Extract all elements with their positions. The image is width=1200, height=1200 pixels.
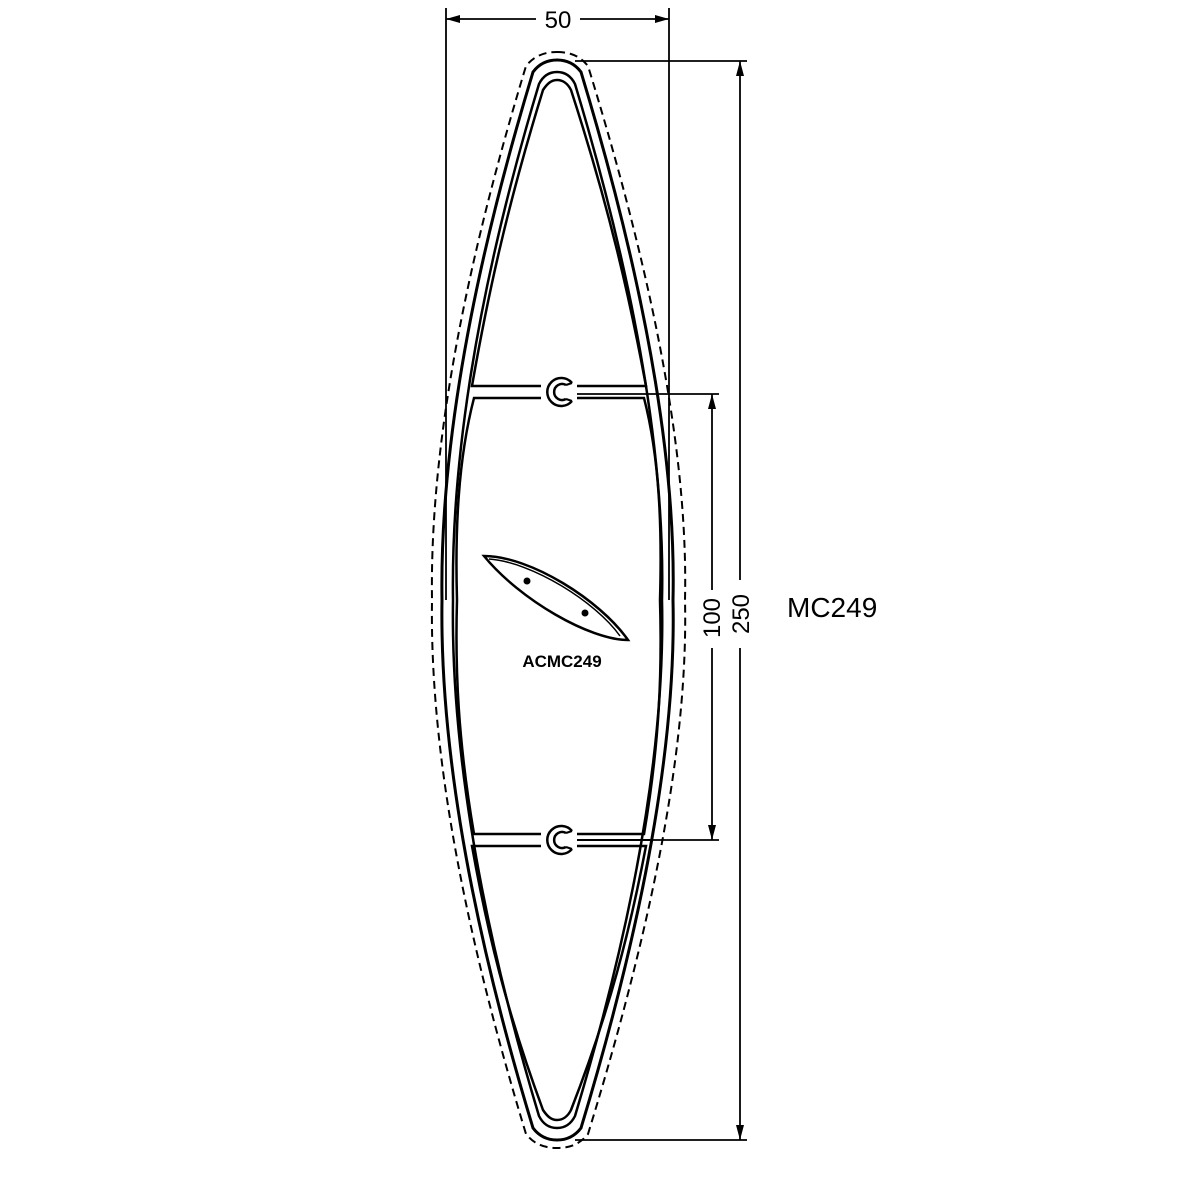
- middle-chamber: [455, 396, 662, 836]
- inner-height-dimension: [577, 393, 719, 841]
- product-code-label: MC249: [787, 592, 877, 623]
- dashed-outline: [430, 50, 687, 1150]
- lower-chamber: [470, 844, 648, 1122]
- screw-boss-bottom-gap2: [565, 846, 573, 850]
- screw-boss-bottom: [546, 824, 573, 856]
- total-height-dimension: [575, 60, 747, 1141]
- profile-outer-shell: [440, 58, 675, 1142]
- profile-inner-shell: [451, 70, 664, 1130]
- screw-boss-top-gap: [565, 382, 573, 386]
- upper-chamber: [470, 78, 648, 388]
- screw-boss-top-gap2: [565, 398, 573, 402]
- accessory-code-label: ACMC249: [522, 652, 601, 671]
- width-dimension: [445, 8, 670, 600]
- total-height-dimension-label: 250: [728, 594, 755, 634]
- width-dimension-label: 50: [545, 7, 572, 34]
- inner-height-dimension-label: 100: [699, 598, 726, 638]
- screw-boss-bottom-gap: [565, 830, 573, 834]
- accessory-end-cap-icon: [481, 554, 631, 642]
- screw-boss-top: [546, 376, 573, 408]
